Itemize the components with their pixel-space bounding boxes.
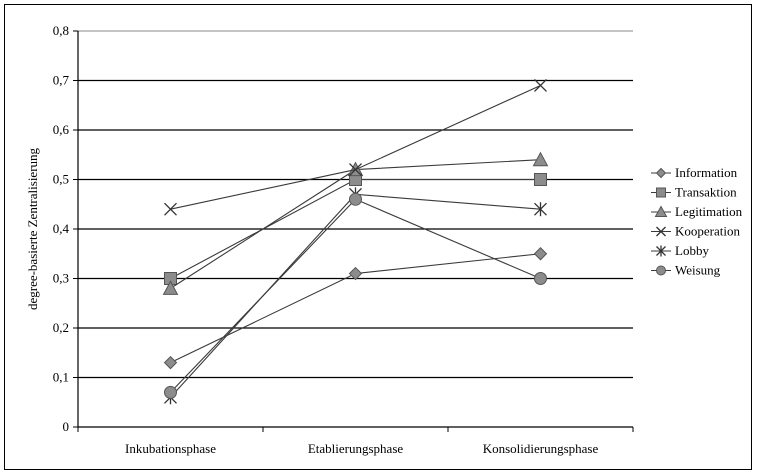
series-weisung	[164, 192, 547, 399]
legend-label: Transaktion	[675, 185, 737, 200]
legend-item: Weisung	[651, 263, 721, 278]
series-transaktion	[164, 173, 547, 285]
y-tick-label: 0,1	[53, 370, 69, 385]
x-tick-label: Konsolidierungsphase	[483, 441, 599, 456]
legend-label: Kooperation	[675, 224, 740, 239]
marker-triangle	[654, 205, 668, 217]
marker-triangle	[162, 280, 179, 295]
marker-star	[656, 245, 666, 257]
marker-x	[349, 163, 362, 177]
legend-label: Lobby	[675, 243, 709, 258]
marker-diamond	[163, 355, 178, 370]
series-layer	[162, 78, 549, 405]
marker-x	[164, 202, 177, 216]
marker-diamond	[655, 167, 667, 179]
axis-layer: 0 0,1 0,2 0,3 0,4 0,5 0,6 0,7 0,8 Inkubationsphas…	[53, 23, 634, 456]
x-tick-label: Inkubationsphase	[125, 441, 216, 456]
legend-item: Transaktion	[651, 185, 737, 200]
chart-frame	[4, 4, 752, 470]
marker-circle	[349, 192, 362, 206]
y-tick-label: 0,3	[53, 271, 69, 286]
y-tick-label: 0,7	[53, 73, 70, 88]
legend-item: Kooperation	[651, 224, 740, 239]
legend-item: Legitimation	[651, 204, 743, 219]
legend-label: Weisung	[675, 263, 721, 278]
y-tick-label: 0	[63, 419, 70, 434]
marker-x	[656, 226, 666, 237]
marker-triangle	[532, 151, 549, 167]
legend-label: Legitimation	[675, 204, 743, 219]
marker-diamond	[533, 247, 548, 261]
legend-item: Lobby	[651, 243, 709, 258]
y-tick-label: 0,4	[53, 221, 70, 236]
y-tick-label: 0,2	[53, 320, 69, 335]
series-information	[163, 247, 548, 370]
marker-square	[534, 173, 547, 186]
marker-diamond	[348, 266, 363, 281]
legend: Information Transaktion Legitimation Kooper…	[651, 165, 743, 278]
marker-x	[534, 78, 547, 92]
series-kooperation	[164, 78, 547, 216]
marker-square	[656, 187, 666, 198]
series-line	[170, 193, 541, 398]
y-tick-label: 0,5	[53, 172, 69, 187]
y-tick-label: 0,6	[53, 122, 70, 137]
marker-circle	[656, 265, 666, 276]
legend-item: Information	[651, 165, 738, 180]
marker-star	[534, 202, 547, 217]
legend-label: Information	[675, 165, 738, 180]
marker-circle	[534, 272, 547, 285]
x-tick-label: Etablierungsphase	[308, 441, 404, 456]
y-tick-label: 0,8	[53, 23, 69, 38]
y-axis-title: degree-basierte Zentralisierung	[25, 147, 40, 310]
series-line	[170, 198, 541, 393]
marker-circle	[164, 385, 177, 399]
series-lobby	[164, 187, 547, 405]
